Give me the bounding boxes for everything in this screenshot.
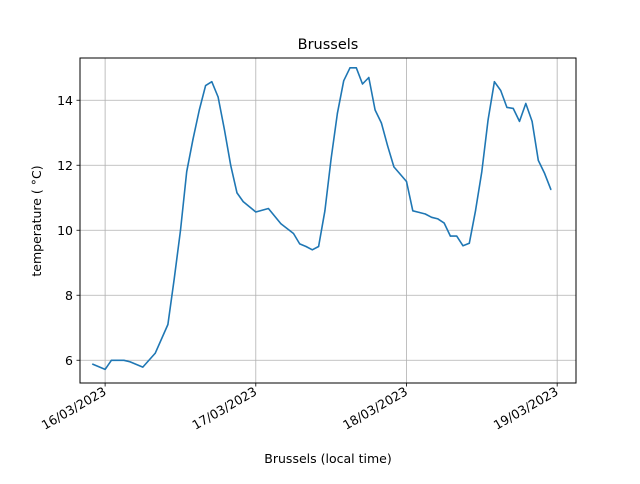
data-point	[506, 106, 508, 108]
data-point	[525, 102, 527, 105]
data-point	[336, 112, 339, 114]
data-point	[230, 164, 232, 166]
y-tick-label: 8	[65, 288, 73, 303]
data-point	[368, 76, 370, 79]
y-axis-label: temperature ( °C)	[29, 165, 44, 276]
data-point	[500, 89, 502, 92]
data-point	[129, 361, 131, 363]
data-point	[474, 210, 477, 212]
data-point	[223, 128, 226, 131]
data-point	[91, 363, 94, 365]
data-point	[493, 81, 495, 83]
data-point	[211, 81, 213, 83]
plot-frame	[79, 57, 577, 384]
series-layer	[91, 67, 552, 371]
data-point	[236, 192, 238, 194]
data-point	[192, 138, 194, 140]
data-point	[437, 218, 439, 220]
grid	[80, 58, 576, 383]
chart-title: Brussels	[298, 37, 359, 53]
data-point	[317, 245, 320, 248]
x-axis-label: Brussels (local time)	[264, 451, 391, 466]
data-point	[537, 159, 539, 161]
y-tick-label: 6	[65, 353, 73, 368]
data-point	[456, 235, 458, 237]
y-tick-label: 14	[57, 93, 73, 108]
data-point	[355, 67, 357, 69]
data-point	[374, 109, 376, 111]
data-point	[330, 158, 332, 160]
data-point	[405, 180, 408, 183]
y-tick-label: 10	[57, 223, 73, 238]
data-point	[531, 120, 533, 122]
data-point	[292, 232, 295, 235]
data-point	[418, 211, 420, 213]
data-point	[443, 222, 445, 224]
temperature-series-line	[92, 67, 552, 371]
data-point	[468, 242, 470, 244]
data-point	[311, 249, 313, 251]
data-point	[343, 80, 345, 82]
data-point	[173, 278, 175, 280]
data-point	[167, 323, 169, 326]
data-point	[424, 213, 426, 215]
data-point	[387, 145, 389, 147]
data-point	[255, 211, 257, 213]
data-point	[104, 368, 106, 370]
data-point	[518, 120, 521, 122]
data-point	[487, 119, 489, 121]
data-point	[179, 229, 182, 231]
data-point	[142, 366, 144, 368]
data-point	[393, 166, 395, 168]
y-tick-label: 12	[57, 158, 73, 173]
data-point	[550, 189, 552, 191]
data-point	[154, 352, 156, 354]
data-point	[267, 207, 269, 210]
data-point	[198, 109, 200, 111]
data-point	[299, 243, 301, 245]
data-point	[242, 201, 244, 203]
data-point	[512, 107, 514, 109]
data-point	[186, 171, 188, 173]
data-point	[349, 67, 351, 69]
data-point	[481, 171, 483, 173]
data-point	[305, 245, 307, 248]
data-point	[123, 359, 125, 361]
data-point	[204, 85, 207, 87]
data-point	[217, 96, 219, 98]
data-point	[280, 223, 282, 225]
data-point	[430, 216, 433, 218]
data-point	[361, 83, 364, 85]
data-point	[380, 122, 382, 124]
data-point	[110, 359, 112, 361]
data-point	[449, 235, 452, 237]
data-point	[462, 245, 464, 247]
data-point	[324, 210, 326, 212]
data-point	[544, 172, 546, 174]
data-point	[412, 210, 414, 212]
